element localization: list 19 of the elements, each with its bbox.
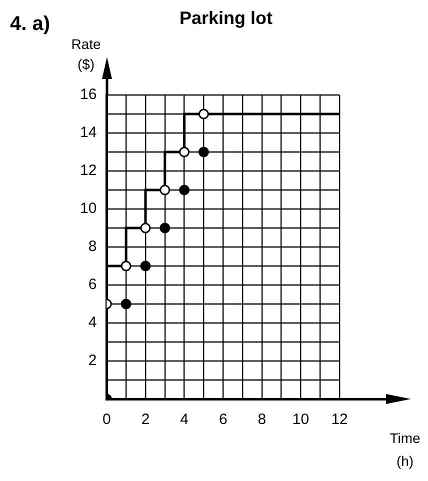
text: 4. a) [10, 13, 50, 35]
x-tick-label: 8 [258, 411, 266, 428]
x-tick-label: 12 [331, 411, 348, 428]
y-tick-label: 16 [80, 86, 97, 104]
chart-title: Parking lot [179, 8, 273, 28]
x-tick-label: 2 [141, 411, 150, 428]
x-tick-label: 0 [102, 411, 111, 428]
y-tick-label: 8 [88, 238, 97, 256]
x-tick-label: 6 [218, 411, 228, 428]
y-tick-label: 6 [88, 276, 97, 294]
y-tick-label: 10 [80, 200, 97, 218]
y-tick-label: 12 [80, 162, 97, 180]
x-tick-label: 4 [180, 411, 188, 428]
y-axis-title: Rate ($) [71, 36, 101, 72]
x-axis-title: Time (h) [390, 430, 421, 469]
y-tick-label: 4 [88, 314, 97, 332]
y-tick-label: 14 [80, 124, 97, 142]
x-tick-label: 10 [292, 411, 310, 428]
y-tick-label: 2 [88, 352, 97, 370]
